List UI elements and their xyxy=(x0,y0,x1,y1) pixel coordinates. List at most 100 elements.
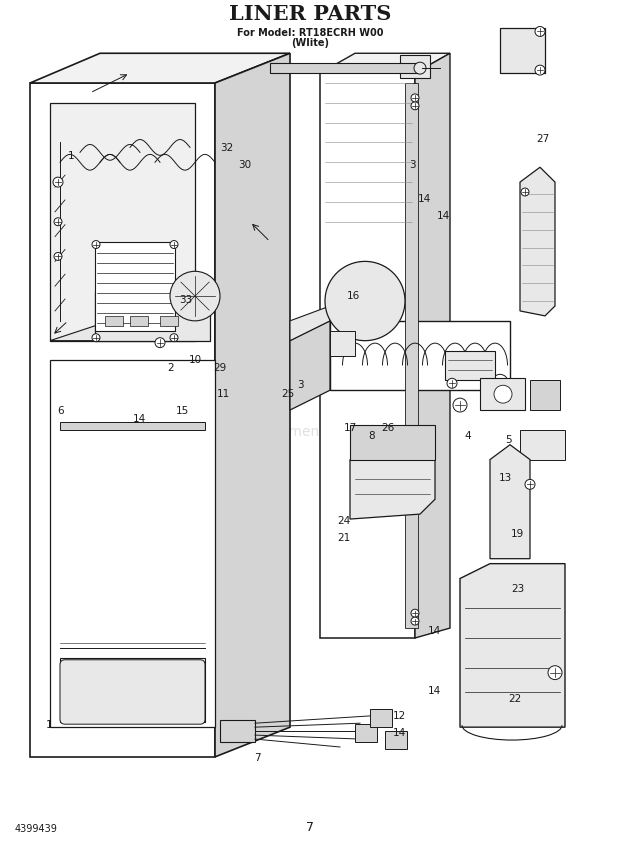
Polygon shape xyxy=(95,291,210,341)
Circle shape xyxy=(325,261,405,341)
Polygon shape xyxy=(50,360,215,727)
Polygon shape xyxy=(60,657,205,722)
Polygon shape xyxy=(350,425,435,460)
Text: 33: 33 xyxy=(179,295,193,306)
Text: 25: 25 xyxy=(281,389,295,399)
Polygon shape xyxy=(350,460,435,519)
Bar xyxy=(385,731,407,749)
Polygon shape xyxy=(320,53,450,73)
Text: 13: 13 xyxy=(498,473,512,484)
Text: 7: 7 xyxy=(254,753,260,764)
Text: 19: 19 xyxy=(511,529,525,538)
Polygon shape xyxy=(95,241,175,330)
Text: 24: 24 xyxy=(337,516,351,526)
Polygon shape xyxy=(30,53,290,83)
Text: 16: 16 xyxy=(347,291,360,301)
Circle shape xyxy=(411,94,419,102)
Text: 21: 21 xyxy=(337,533,351,543)
Circle shape xyxy=(53,177,63,187)
Circle shape xyxy=(447,378,457,389)
Polygon shape xyxy=(290,306,330,341)
Circle shape xyxy=(155,338,165,348)
Polygon shape xyxy=(460,563,565,727)
Text: 29: 29 xyxy=(213,363,227,373)
Bar xyxy=(60,422,205,430)
Circle shape xyxy=(411,609,419,617)
Text: 10: 10 xyxy=(188,354,202,365)
Polygon shape xyxy=(500,28,545,73)
Text: 8: 8 xyxy=(369,431,375,441)
Text: 14: 14 xyxy=(436,211,450,221)
Text: 3: 3 xyxy=(298,380,304,390)
Circle shape xyxy=(414,62,426,74)
Text: 2: 2 xyxy=(167,363,174,373)
Text: 14: 14 xyxy=(393,728,407,738)
Text: 30: 30 xyxy=(238,159,252,169)
Polygon shape xyxy=(400,56,430,78)
Polygon shape xyxy=(30,83,215,757)
Polygon shape xyxy=(50,321,210,341)
Polygon shape xyxy=(330,330,355,355)
Circle shape xyxy=(494,385,512,403)
Polygon shape xyxy=(520,167,555,316)
Text: 5: 5 xyxy=(505,436,511,445)
Bar xyxy=(130,316,148,326)
Circle shape xyxy=(92,334,100,342)
Bar xyxy=(370,710,392,727)
Text: 6: 6 xyxy=(58,406,64,416)
Circle shape xyxy=(521,188,529,196)
Text: 7: 7 xyxy=(306,821,314,835)
Text: 4: 4 xyxy=(465,431,471,441)
Polygon shape xyxy=(270,63,420,73)
Text: eReplacementParts.com: eReplacementParts.com xyxy=(226,425,394,439)
Polygon shape xyxy=(490,445,530,559)
Text: 23: 23 xyxy=(511,584,525,594)
Text: 1: 1 xyxy=(68,152,74,161)
Text: 1: 1 xyxy=(46,720,53,729)
Text: 22: 22 xyxy=(508,694,521,704)
Text: 14: 14 xyxy=(427,686,441,696)
Text: 26: 26 xyxy=(381,423,394,432)
Circle shape xyxy=(453,398,467,412)
Text: 27: 27 xyxy=(536,134,549,144)
Bar xyxy=(105,316,123,326)
Bar xyxy=(355,724,377,742)
Polygon shape xyxy=(50,103,195,341)
Polygon shape xyxy=(320,73,415,638)
Polygon shape xyxy=(290,321,330,410)
Circle shape xyxy=(411,102,419,110)
Circle shape xyxy=(535,27,545,37)
Text: 14: 14 xyxy=(418,193,432,204)
Bar xyxy=(520,430,565,460)
Text: 3: 3 xyxy=(409,159,415,169)
Text: 4399439: 4399439 xyxy=(15,824,58,835)
Polygon shape xyxy=(330,321,510,390)
Bar xyxy=(160,316,178,326)
Text: For Model: RT18ECRH W00: For Model: RT18ECRH W00 xyxy=(237,28,383,39)
Text: 12: 12 xyxy=(393,711,407,721)
Bar xyxy=(530,380,560,410)
Circle shape xyxy=(54,253,62,260)
Circle shape xyxy=(170,241,178,248)
Bar xyxy=(445,351,495,380)
Circle shape xyxy=(170,271,220,321)
Circle shape xyxy=(548,666,562,680)
FancyBboxPatch shape xyxy=(60,660,205,724)
Circle shape xyxy=(411,617,419,625)
Text: LINER PARTS: LINER PARTS xyxy=(229,3,391,23)
Circle shape xyxy=(525,479,535,490)
Text: 15: 15 xyxy=(176,406,190,416)
Circle shape xyxy=(170,334,178,342)
Text: 11: 11 xyxy=(216,389,230,399)
Bar xyxy=(480,378,525,410)
Text: 14: 14 xyxy=(427,627,441,636)
Polygon shape xyxy=(405,83,418,628)
Polygon shape xyxy=(415,53,450,638)
Circle shape xyxy=(492,374,508,390)
Polygon shape xyxy=(215,53,290,757)
Circle shape xyxy=(54,217,62,226)
Text: 32: 32 xyxy=(219,143,233,152)
Text: 14: 14 xyxy=(133,414,146,424)
Circle shape xyxy=(535,65,545,75)
Bar xyxy=(220,720,255,742)
